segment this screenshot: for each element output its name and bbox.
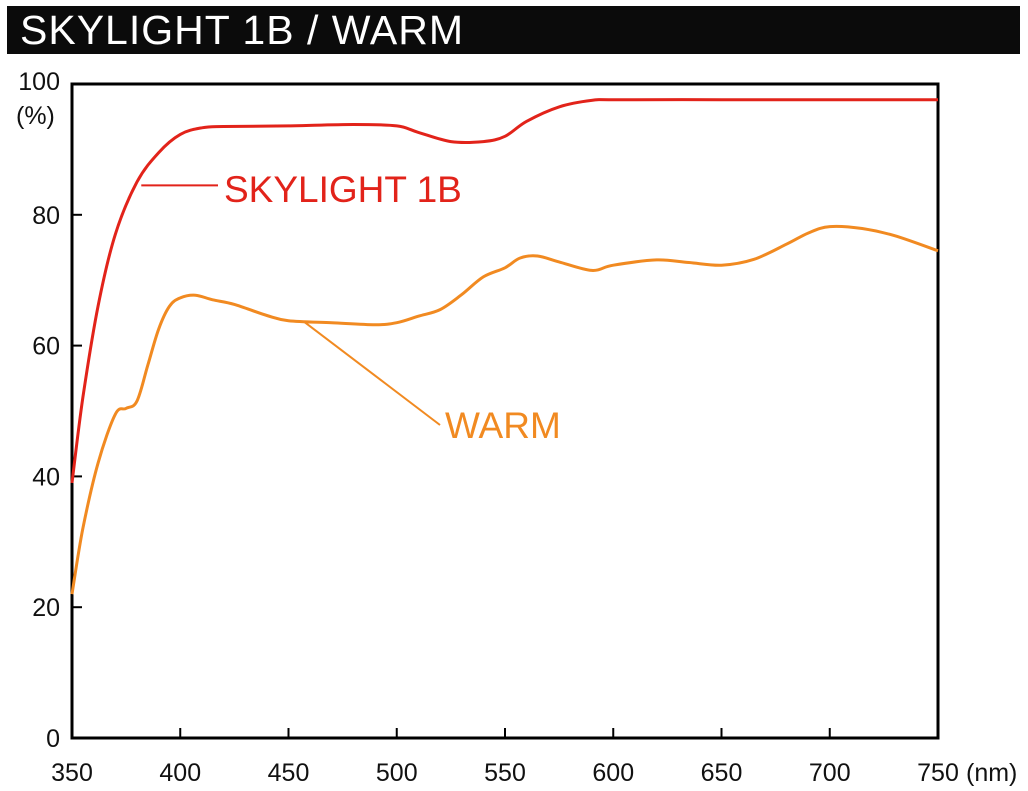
warm-label: WARM <box>445 405 561 446</box>
x-tick-label: 650 <box>701 759 743 787</box>
chart-title-bar: SKYLIGHT 1B / WARM <box>7 6 1020 54</box>
x-tick-label: 500 <box>376 759 418 787</box>
y-tick-label: 0 <box>46 725 60 753</box>
series-line-skylight-1b <box>70 98 938 484</box>
y-tick-label: 40 <box>32 463 60 491</box>
x-tick-label: 550 <box>484 759 526 787</box>
y-axis-ticks: 0 20 40 60 80 100 <box>18 68 82 753</box>
series-line-warm <box>70 224 939 595</box>
series-lines <box>70 98 939 595</box>
skylight-1b-label: SKYLIGHT 1B <box>224 169 462 210</box>
x-tick-label: 600 <box>592 759 634 787</box>
y-tick-label: 80 <box>32 202 60 230</box>
x-tick-label: 450 <box>268 759 310 787</box>
x-tick-label: 750 <box>917 759 959 787</box>
y-tick-label: 20 <box>32 594 60 622</box>
y-axis-unit: (%) <box>16 102 55 130</box>
x-tick-label: 700 <box>809 759 851 787</box>
warm-leader-line <box>303 320 441 426</box>
x-tick-label: 400 <box>159 759 201 787</box>
y-tick-label: 100 <box>18 68 60 96</box>
chart-title: SKYLIGHT 1B / WARM <box>20 7 465 53</box>
y-tick-label: 60 <box>32 333 60 361</box>
x-axis-ticks: 350 400 450 500 550 600 650 700 750 <box>51 728 959 787</box>
x-tick-label: 350 <box>51 759 93 787</box>
x-axis-unit: (nm) <box>966 759 1017 787</box>
